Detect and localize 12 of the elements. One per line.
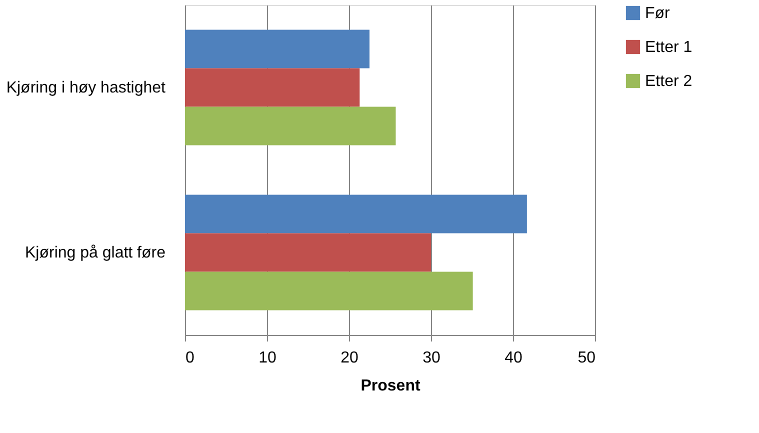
legend-label: Før: [645, 5, 671, 22]
y-tick-label: Kjøring i høy hastighet: [6, 80, 166, 96]
legend-label: Etter 2: [645, 73, 692, 90]
x-tick-label: 50: [578, 350, 596, 366]
x-axis-title: Prosent: [360, 378, 421, 394]
x-tick-label: 30: [422, 350, 440, 366]
x-tick-label: 40: [504, 350, 522, 366]
x-tick-label: 20: [340, 350, 358, 366]
x-tick-label: 0: [186, 350, 194, 366]
x-tick-label: 10: [258, 350, 276, 366]
y-tick-label: Kjøring på glatt føre: [25, 244, 166, 262]
legend-label: Etter 1: [645, 39, 692, 56]
